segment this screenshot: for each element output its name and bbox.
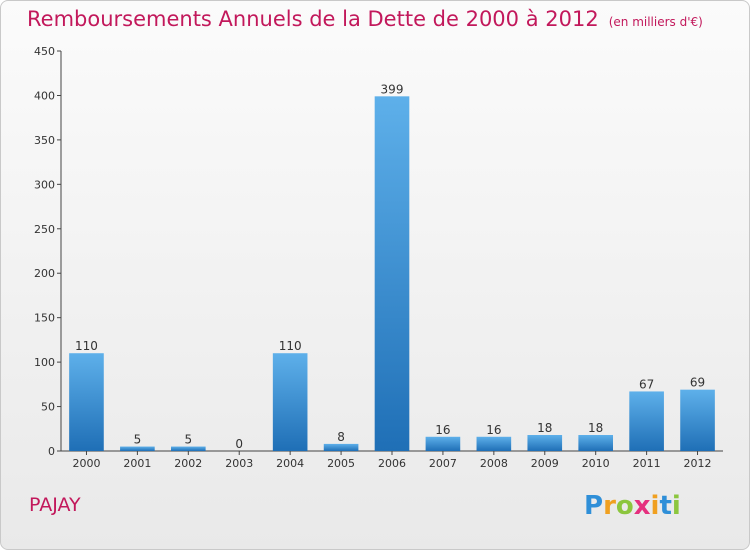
y-tick-label: 200	[34, 267, 55, 280]
value-label-2010: 18	[588, 421, 603, 435]
proxiti-logo: Proxiti	[584, 491, 681, 521]
y-tick-label: 100	[34, 356, 55, 369]
value-label-2009: 18	[537, 421, 552, 435]
x-tick-label-2010: 2010	[582, 457, 610, 470]
y-tick-label: 150	[34, 312, 55, 325]
chart-title: Remboursements Annuels de la Dette de 20…	[27, 7, 703, 31]
x-tick-label-2006: 2006	[378, 457, 406, 470]
x-tick-label-2012: 2012	[684, 457, 712, 470]
bar-2012	[680, 389, 715, 451]
x-tick-label-2000: 2000	[72, 457, 100, 470]
bar-2008	[476, 436, 512, 451]
value-label-2001: 5	[134, 433, 142, 447]
x-tick-label-2009: 2009	[531, 457, 559, 470]
value-label-2004: 110	[279, 339, 302, 353]
value-label-2011: 67	[639, 377, 654, 391]
y-tick-label: 50	[41, 401, 55, 414]
value-label-2003: 0	[235, 437, 243, 451]
x-tick-label-2007: 2007	[429, 457, 457, 470]
x-tick-label-2011: 2011	[633, 457, 661, 470]
x-tick-label-2004: 2004	[276, 457, 304, 470]
x-tick-label-2001: 2001	[123, 457, 151, 470]
y-tick-label: 350	[34, 134, 55, 147]
bar-2002	[170, 446, 206, 451]
bar-2001	[120, 446, 155, 451]
logo-letter: i	[650, 491, 660, 521]
logo-letter: r	[603, 491, 616, 521]
y-tick-label: 450	[34, 45, 55, 58]
logo-letter: i	[671, 491, 681, 521]
bar-2010	[578, 435, 614, 451]
logo-letter: o	[615, 491, 634, 521]
y-tick-label: 0	[48, 445, 55, 458]
bar-2004	[272, 353, 308, 451]
commune-name: PAJAY	[29, 494, 81, 516]
value-label-2000: 110	[75, 339, 98, 353]
value-label-2002: 5	[184, 433, 192, 447]
value-label-2005: 8	[337, 430, 345, 444]
bar-2007	[425, 436, 461, 451]
bar-2005	[323, 443, 359, 451]
y-tick-label: 400	[34, 89, 55, 102]
logo-letter: P	[584, 491, 604, 521]
x-tick-label-2008: 2008	[480, 457, 508, 470]
x-tick-label-2003: 2003	[225, 457, 253, 470]
chart-title-text: Remboursements Annuels de la Dette de 20…	[27, 7, 599, 31]
x-tick-label-2005: 2005	[327, 457, 355, 470]
bar-2011	[629, 391, 664, 451]
value-label-2012: 69	[690, 376, 705, 390]
bar-2006	[374, 96, 410, 451]
value-label-2006: 399	[381, 82, 404, 96]
y-tick-label: 250	[34, 223, 55, 236]
y-tick-label: 300	[34, 178, 55, 191]
value-label-2007: 16	[435, 423, 450, 437]
value-label-2008: 16	[486, 423, 501, 437]
x-tick-label-2002: 2002	[174, 457, 202, 470]
chart-subtitle: (en milliers d'€)	[608, 15, 703, 29]
logo-letter: x	[633, 491, 651, 521]
bar-2009	[527, 435, 563, 451]
logo-letter: t	[659, 491, 672, 521]
bar-2000	[69, 353, 104, 451]
